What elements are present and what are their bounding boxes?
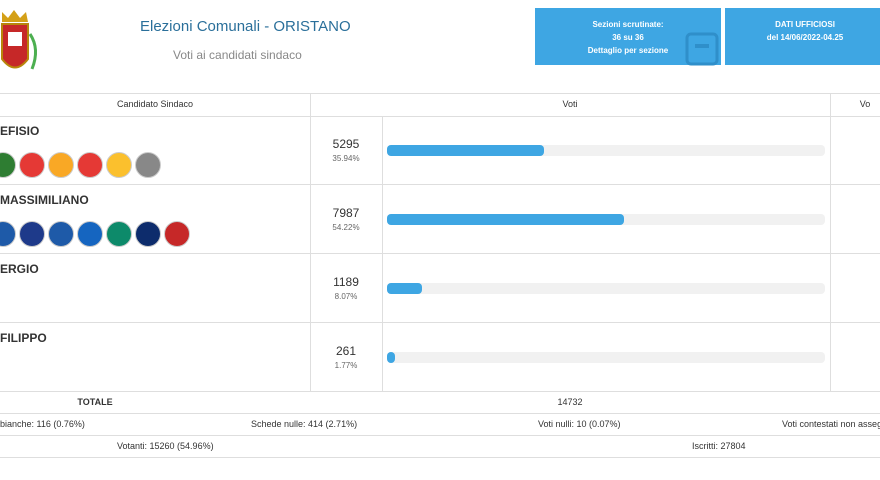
- party-logo: [135, 221, 161, 247]
- divider: [0, 184, 880, 185]
- ballot-icon: [685, 32, 719, 66]
- percent: 8.07%: [334, 292, 358, 301]
- party-logo: [19, 221, 45, 247]
- party-logo: [0, 221, 16, 247]
- votes: 7987: [332, 206, 360, 220]
- box-line: Dettaglio per sezione: [587, 46, 669, 55]
- bar-track: [387, 145, 825, 156]
- party-logo: [48, 221, 74, 247]
- party-logo: [19, 152, 45, 178]
- divider: [0, 435, 880, 436]
- party-logo: [106, 221, 132, 247]
- party-logo: [48, 152, 74, 178]
- footer-stat: Votanti: 15260 (54.96%): [117, 441, 214, 451]
- column-header: Voti: [562, 99, 578, 109]
- party-logo: [77, 221, 103, 247]
- page-title: Elezioni Comunali - ORISTANO: [140, 18, 351, 35]
- box-line: Sezioni scrutinate:: [592, 20, 664, 29]
- bar: [387, 214, 625, 225]
- percent: 35.94%: [332, 154, 360, 163]
- party-logo: [135, 152, 161, 178]
- footer-stat: Schede nulle: 414 (2.71%): [251, 419, 358, 429]
- bar: [387, 352, 395, 363]
- divider: [0, 116, 880, 117]
- party-logo: [106, 152, 132, 178]
- sections-box[interactable]: Sezioni scrutinate: 36 su 36 Dettaglio per…: [535, 8, 721, 66]
- column-header: Candidato Sindaco: [116, 99, 194, 109]
- bar-track: [387, 352, 825, 363]
- candidate-name: FILIPPO: [0, 331, 47, 345]
- party-logo: [77, 152, 103, 178]
- data-box: DATI UFFICIOSI del 14/06/2022-04.25: [725, 8, 880, 65]
- votes: 1189: [333, 275, 359, 289]
- divider: [0, 413, 880, 414]
- page-subtitle: Voti ai candidati sindaco: [173, 48, 302, 62]
- total-label: TOTALE: [77, 397, 113, 407]
- footer-stat: Iscritti: 27804: [692, 441, 746, 451]
- bar: [387, 283, 423, 294]
- box-line: DATI UFFICIOSI: [775, 20, 835, 29]
- percent: 1.77%: [334, 361, 358, 370]
- party-logo: [0, 152, 16, 178]
- votes: 5295: [332, 137, 360, 151]
- candidate-name: MASSIMILIANO: [0, 193, 89, 207]
- votes: 261: [335, 344, 357, 358]
- box-line: 36 su 36: [612, 33, 644, 42]
- divider: [0, 322, 880, 323]
- bar-track: [387, 283, 825, 294]
- column-header: Vo: [859, 99, 871, 109]
- divider: [0, 391, 880, 392]
- total: 14732: [557, 397, 583, 407]
- footer-stat: Voti contestati non assegn: [782, 419, 880, 429]
- divider: [0, 253, 880, 254]
- footer-stat: Voti nulli: 10 (0.07%): [538, 419, 621, 429]
- party-logo: [164, 221, 190, 247]
- percent: 54.22%: [332, 223, 360, 232]
- candidate-name: ERGIO: [0, 262, 39, 276]
- bar: [387, 145, 545, 156]
- candidate-name: EFISIO: [0, 124, 40, 138]
- coat-of-arms: [1, 10, 37, 70]
- box-line: del 14/06/2022-04.25: [766, 33, 844, 42]
- divider: [0, 457, 880, 458]
- footer-stat: bianche: 116 (0.76%): [0, 419, 85, 429]
